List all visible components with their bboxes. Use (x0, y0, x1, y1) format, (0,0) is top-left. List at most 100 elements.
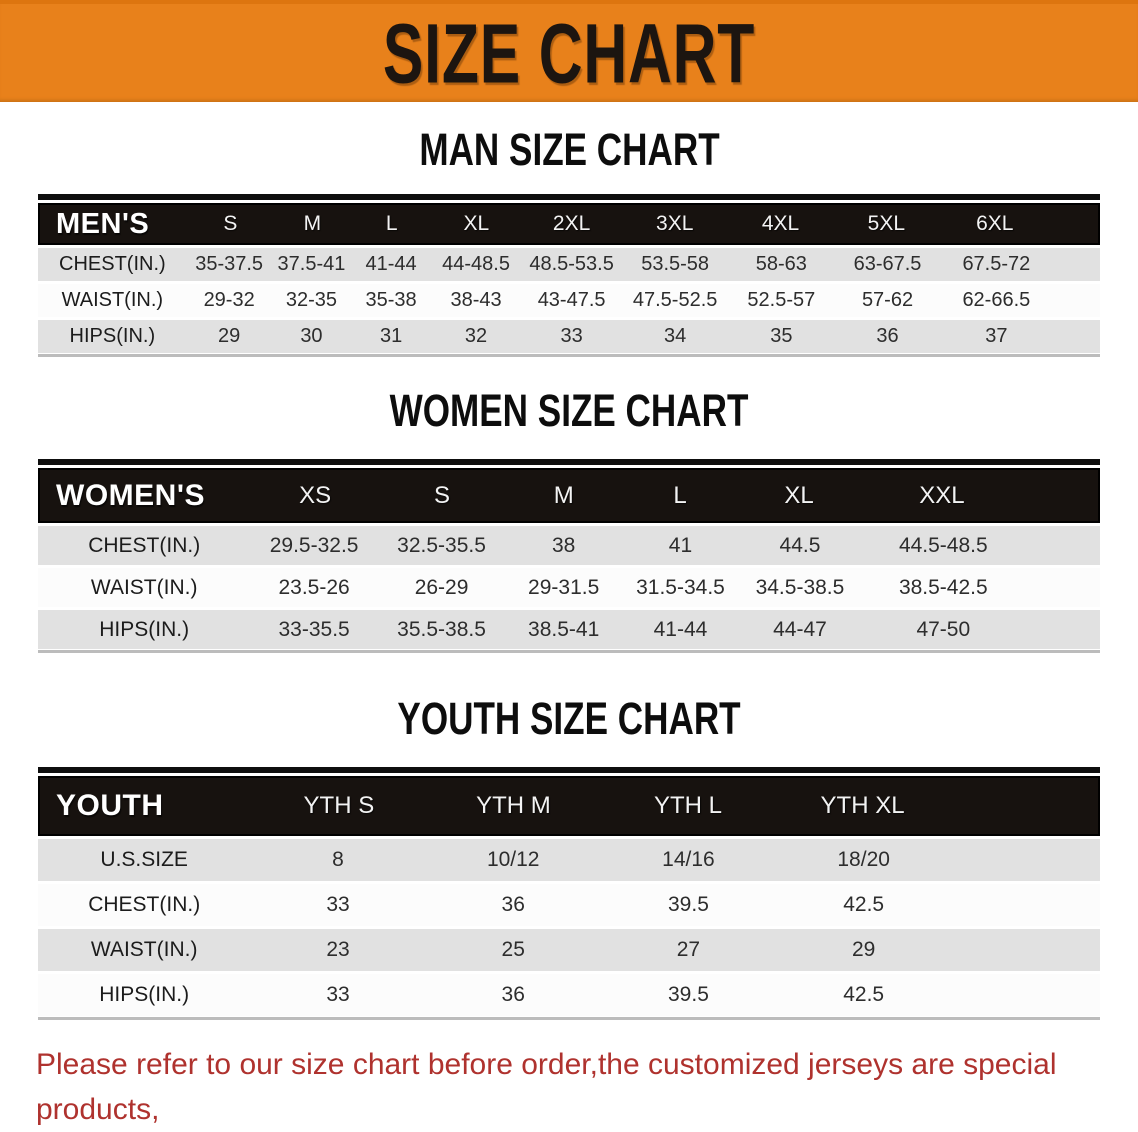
men-column-header: XL (463, 212, 490, 235)
women-size-value: 44-47 (773, 617, 827, 641)
women-title-text: WOMEN SIZE CHART (389, 385, 749, 436)
women-size-value: 44.5 (779, 533, 821, 557)
women-column-header: M (553, 481, 574, 509)
youth-size-value: 25 (501, 938, 525, 961)
youth-size-value: 23 (326, 938, 350, 961)
women-group-label: WOMEN'S (56, 478, 205, 512)
men-size-value: 62-66.5 (962, 289, 1031, 311)
men-size-value: 32 (464, 325, 488, 347)
men-size-value: 29 (218, 325, 241, 347)
women-size-value: 38.5-41 (528, 617, 600, 641)
men-size-value: 63-67.5 (853, 253, 922, 275)
men-column-header: 4XL (761, 212, 800, 235)
size-chart-banner: SIZE CHART (0, 0, 1138, 102)
men-size-value: 33 (560, 325, 583, 347)
men-size-value: 41-44 (365, 253, 417, 275)
youth-group-label: YOUTH (56, 789, 164, 822)
men-size-value: 43-47.5 (537, 289, 606, 311)
women-size-value: 32.5-35.5 (397, 533, 486, 557)
youth-size-value: 8 (332, 848, 344, 871)
men-size-value: 53.5-58 (641, 253, 710, 275)
youth-table-row: U.S.SIZE 8 10/12 14/16 18/20 (38, 839, 1100, 881)
women-size-value: 41-44 (653, 617, 708, 641)
youth-size-value: 10/12 (486, 848, 540, 871)
men-size-value: 36 (876, 325, 899, 347)
youth-size-value: 29 (851, 938, 876, 961)
men-group-label: MEN'S (56, 207, 150, 240)
men-size-value: 48.5-53.5 (529, 253, 614, 275)
men-size-value: 67.5-72 (962, 253, 1031, 275)
women-section-title: WOMEN SIZE CHART (38, 385, 1100, 437)
youth-size-value: 36 (501, 893, 525, 916)
men-size-value: 32-35 (285, 289, 338, 311)
men-table-header-row: MEN'S S M L XL 2XL 3XL 4XL 5XL 6XL (38, 203, 1100, 245)
men-size-value: 30 (300, 325, 323, 347)
women-table-header-row: WOMEN'S XS S M L XL XXL (38, 468, 1100, 523)
men-size-value: 35 (770, 325, 793, 347)
youth-size-value: 39.5 (668, 893, 709, 916)
youth-section-title: YOUTH SIZE CHART (38, 693, 1100, 745)
women-size-value: 35.5-38.5 (397, 617, 486, 641)
men-size-value: 29-32 (203, 289, 255, 311)
men-column-header: S (223, 212, 238, 235)
women-column-header: XS (299, 481, 332, 509)
youth-table-header-row: YOUTH YTH S YTH M YTH L YTH XL (38, 776, 1100, 836)
men-column-header: M (303, 212, 322, 235)
youth-size-value: 39.5 (668, 983, 709, 1006)
men-size-table: MEN'S S M L XL 2XL 3XL 4XL 5XL 6XL CHEST(IN.) 35-37… (38, 194, 1100, 357)
women-measure-label: CHEST(IN.) (88, 533, 201, 557)
men-column-header: L (385, 212, 398, 235)
banner-title: SIZE CHART (382, 5, 756, 101)
men-size-value: 58-63 (755, 253, 807, 275)
men-size-value: 37 (985, 325, 1008, 347)
women-size-value: 41 (668, 533, 693, 557)
youth-section: YOUTH SIZE CHART YOUTH YTH S YTH M YTH L YTH… (38, 693, 1100, 1020)
women-measure-label: WAIST(IN.) (90, 575, 198, 599)
women-size-table: WOMEN'S XS S M L XL XXL CHEST(IN.) 29.5-32.5 32.5… (38, 459, 1100, 653)
youth-table-row: WAIST(IN.) 23 25 27 29 (38, 929, 1100, 971)
youth-size-value: 42.5 (843, 983, 885, 1006)
youth-column-header: YTH XL (820, 792, 905, 819)
men-table-row: WAIST(IN.) 29-32 32-35 35-38 38-43 43-47.5 47.… (38, 284, 1100, 317)
women-size-value: 34.5-38.5 (755, 575, 845, 599)
women-table-row: CHEST(IN.) 29.5-32.5 32.5-35.5 38 41 44.5 44.5… (38, 526, 1100, 565)
men-size-value: 35-38 (365, 289, 417, 311)
youth-size-value: 14/16 (662, 848, 715, 871)
youth-measure-label: CHEST(IN.) (88, 893, 201, 916)
women-size-value: 26-29 (414, 575, 469, 599)
women-table-row: HIPS(IN.) 33-35.5 35.5-38.5 38.5-41 41-44 44-… (38, 610, 1100, 649)
women-column-header: XL (784, 481, 814, 509)
men-size-value: 35-37.5 (195, 253, 264, 275)
disclaimer-text: Please refer to our size chart before or… (0, 1042, 1138, 1132)
men-table-row: HIPS(IN.) 29 30 31 32 33 34 35 36 37 (38, 320, 1100, 353)
men-size-value: 38-43 (450, 289, 502, 311)
women-column-header: L (673, 481, 687, 509)
youth-column-header: YTH L (653, 792, 722, 819)
women-size-value: 29.5-32.5 (269, 533, 359, 557)
men-measure-label: HIPS(IN.) (69, 325, 156, 347)
youth-measure-label: U.S.SIZE (100, 848, 188, 871)
youth-size-value: 27 (676, 938, 701, 961)
men-size-value: 37.5-41 (277, 253, 346, 275)
women-size-value: 38.5-42.5 (898, 575, 988, 599)
men-size-value: 47.5-52.5 (632, 289, 718, 311)
men-measure-label: CHEST(IN.) (59, 253, 166, 275)
men-size-value: 52.5-57 (747, 289, 816, 311)
men-measure-label: WAIST(IN.) (61, 289, 164, 311)
youth-column-header: YTH M (476, 792, 551, 819)
youth-size-value: 36 (501, 983, 525, 1006)
men-size-value: 31 (379, 325, 403, 347)
youth-size-value: 33 (326, 893, 350, 916)
women-size-value: 29-31.5 (528, 575, 600, 599)
women-size-value: 47-50 (916, 617, 971, 641)
men-title-text: MAN SIZE CHART (418, 124, 720, 175)
youth-size-value: 18/20 (837, 848, 890, 871)
women-section: WOMEN SIZE CHART WOMEN'S XS S M L XL XXL CHEST(… (38, 385, 1100, 653)
men-column-header: 5XL (867, 212, 906, 235)
men-size-value: 34 (664, 325, 687, 347)
men-column-header: 6XL (976, 212, 1014, 235)
youth-measure-label: WAIST(IN.) (90, 938, 198, 961)
women-column-header: S (434, 481, 451, 509)
youth-measure-label: HIPS(IN.) (99, 983, 190, 1006)
tables-wrapper: MAN SIZE CHART MEN'S S M L XL 2XL 3XL 4XL 5XL 6XL… (0, 124, 1138, 1020)
